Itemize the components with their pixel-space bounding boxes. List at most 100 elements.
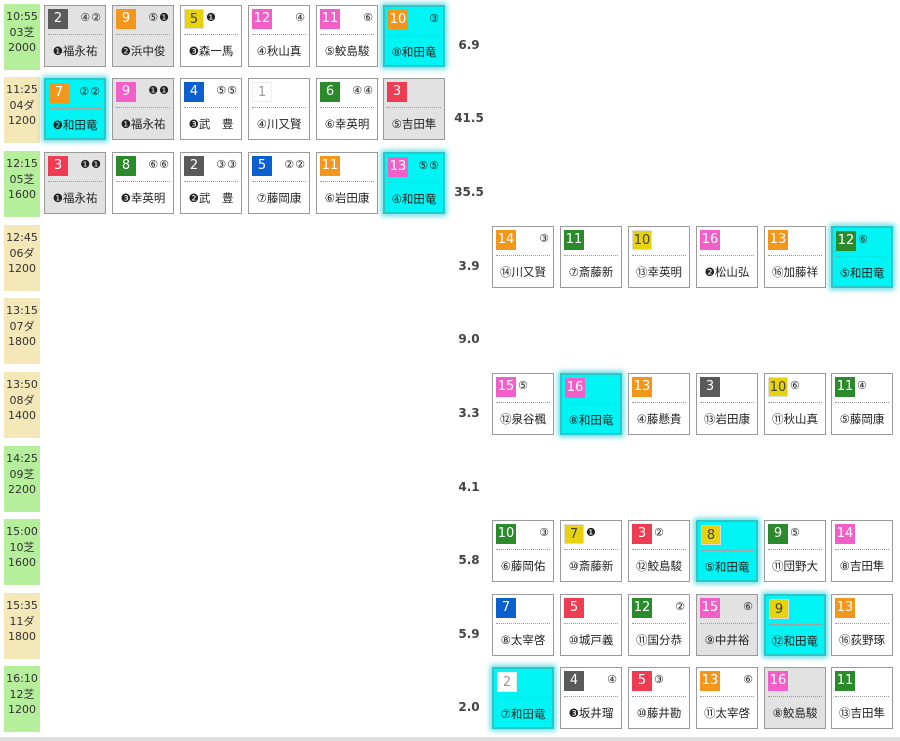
horse-card[interactable]: 10 ③ ⑥藤岡佑	[492, 520, 554, 582]
jockey-name: ④秋山真	[256, 44, 302, 58]
horse-card-header: 10 ③	[496, 524, 550, 544]
horse-card[interactable]: 5 ⑩城戸義	[560, 594, 622, 656]
horse-card[interactable]: 13 ⑯荻野琢	[831, 594, 893, 656]
horse-card[interactable]: 14 ⑧吉田隼	[831, 520, 893, 582]
horse-card[interactable]: 7 ❶ ⑩斎藤新	[560, 520, 622, 582]
race-info[interactable]: 13:15 07ダ 1800	[4, 298, 40, 364]
jockey-name: ⑪秋山真	[772, 412, 818, 426]
horse-card[interactable]: 3 ❶❶ ❶福永祐	[44, 152, 106, 214]
horse-card[interactable]: 12 ⑥ ⑤和田竜	[831, 226, 893, 288]
horse-card-header: 14 ③	[496, 230, 550, 250]
card-divider	[320, 181, 374, 182]
horse-card[interactable]: 2 ④② ❶福永祐	[44, 5, 106, 67]
jockey-name: ⑫鮫島駿	[636, 559, 682, 573]
card-divider	[769, 624, 821, 625]
horse-card[interactable]: 9 ⑤❶ ❷浜中俊	[112, 5, 174, 67]
horse-card-header: 11	[835, 671, 889, 691]
jockey-name: ⑤藤岡康	[839, 412, 885, 426]
horse-card[interactable]: 13 ⑥ ⑪太宰啓	[696, 667, 758, 729]
horse-card[interactable]: 9 ⑫和田竜	[764, 594, 826, 656]
horse-card[interactable]: 5 ②② ⑦藤岡康	[248, 152, 310, 214]
horse-card-header: 7 ②②	[49, 83, 101, 103]
horse-card[interactable]: 2 ⑦和田竜	[492, 667, 554, 729]
race-info[interactable]: 14:25 09芝 2200	[4, 446, 40, 512]
horse-card[interactable]: 6 ④④ ⑥幸英明	[316, 78, 378, 140]
prediction-marks: ②②	[79, 85, 101, 98]
horse-card[interactable]: 3 ② ⑫鮫島駿	[628, 520, 690, 582]
horse-card-header: 1	[252, 82, 306, 102]
horse-card[interactable]: 11 ④ ⑤藤岡康	[831, 373, 893, 435]
race-info[interactable]: 10:55 03芝 2000	[4, 4, 40, 70]
card-divider	[768, 696, 822, 697]
horse-card[interactable]: 16 ⑧鮫島駿	[764, 667, 826, 729]
horse-card[interactable]: 4 ④ ❸坂井瑠	[560, 667, 622, 729]
jockey-name: ❶福永祐	[52, 44, 98, 58]
horse-card[interactable]: 15 ⑥ ⑨中井裕	[696, 594, 758, 656]
horse-number-badge: 11	[835, 377, 855, 397]
horse-number-badge: 7	[496, 598, 516, 618]
horse-card[interactable]: 15 ⑤ ⑫泉谷楓	[492, 373, 554, 435]
horse-card[interactable]: 11 ⑦斎藤新	[560, 226, 622, 288]
horse-card[interactable]: 5 ③ ⑩藤井勘	[628, 667, 690, 729]
horse-card[interactable]: 12 ④ ④秋山真	[248, 5, 310, 67]
horse-card[interactable]: 10 ⑬幸英明	[628, 226, 690, 288]
horse-card[interactable]: 7 ⑧太宰啓	[492, 594, 554, 656]
horse-card[interactable]: 10 ③ ⑧和田竜	[383, 5, 445, 67]
card-divider	[632, 402, 686, 403]
race-info[interactable]: 12:15 05芝 1600	[4, 151, 40, 217]
horse-card-header: 16	[768, 671, 822, 691]
jockey-name: ⑪国分恭	[636, 633, 682, 647]
horse-card[interactable]: 1 ④川又賢	[248, 78, 310, 140]
race-info[interactable]: 12:45 06ダ 1200	[4, 225, 40, 291]
horse-card[interactable]: 13 ⑤⑤ ④和田竜	[383, 152, 445, 214]
horse-card[interactable]: 11 ⑬吉田隼	[831, 667, 893, 729]
race-info[interactable]: 11:25 04ダ 1200	[4, 77, 40, 143]
horse-card[interactable]: 2 ③③ ❷武 豊	[180, 152, 242, 214]
horse-card[interactable]: 9 ⑤ ⑪団野大	[764, 520, 826, 582]
race-info[interactable]: 15:00 10芝 1600	[4, 519, 40, 585]
horse-card[interactable]: 13 ④藤懸貴	[628, 373, 690, 435]
race-time: 12:15	[6, 157, 38, 170]
horse-card[interactable]: 8 ⑤和田竜	[696, 520, 758, 582]
race-time: 15:35	[6, 599, 38, 612]
jockey-name: ⑧鮫島駿	[772, 706, 818, 720]
card-divider	[564, 255, 618, 256]
horse-card[interactable]: 7 ②② ❷和田竜	[44, 78, 106, 140]
horse-number-badge: 10	[632, 230, 652, 250]
race-odds: 5.8	[458, 553, 480, 567]
horse-card[interactable]: 12 ② ⑪国分恭	[628, 594, 690, 656]
jockey-name: ⑫和田竜	[772, 634, 818, 648]
jockey-name: ④和田竜	[391, 192, 437, 206]
race-course: 07ダ	[9, 319, 35, 333]
horse-card[interactable]: 3 ⑬岩田康	[696, 373, 758, 435]
jockey-name: ⑧太宰啓	[500, 633, 546, 647]
horse-card[interactable]: 16 ❷松山弘	[696, 226, 758, 288]
horse-card-header: 14	[835, 524, 889, 544]
horse-card[interactable]: 8 ⑥⑥ ❸幸英明	[112, 152, 174, 214]
race-info[interactable]: 15:35 11ダ 1800	[4, 593, 40, 659]
jockey-name: ⑤吉田隼	[391, 117, 437, 131]
prediction-marks: ②	[675, 600, 686, 613]
race-info[interactable]: 16:10 12芝 1200	[4, 666, 40, 732]
horse-card[interactable]: 9 ❶❶ ❶福永祐	[112, 78, 174, 140]
jockey-name: ⑥幸英明	[324, 117, 370, 131]
horse-card[interactable]: 14 ③ ⑭川又賢	[492, 226, 554, 288]
horse-number-badge: 3	[632, 524, 652, 544]
horse-number-badge: 6	[320, 82, 340, 102]
card-divider	[184, 107, 238, 108]
prediction-marks: ④④	[352, 84, 374, 97]
horse-card[interactable]: 11 ⑥岩田康	[316, 152, 378, 214]
prediction-marks: ③	[429, 12, 440, 25]
horse-card[interactable]: 5 ❶ ❸森一馬	[180, 5, 242, 67]
horse-card[interactable]: 13 ⑯加藤祥	[764, 226, 826, 288]
horse-card[interactable]: 11 ⑥ ⑤鮫島駿	[316, 5, 378, 67]
jockey-name: ❶福永祐	[52, 191, 98, 205]
horse-card[interactable]: 4 ⑤⑤ ❸武 豊	[180, 78, 242, 140]
race-info[interactable]: 13:50 08ダ 1400	[4, 372, 40, 438]
horse-card[interactable]: 3 ⑤吉田隼	[383, 78, 445, 140]
horse-number-badge: 11	[564, 230, 584, 250]
horse-card[interactable]: 16 ⑧和田竜	[560, 373, 622, 435]
horse-card[interactable]: 10 ⑥ ⑪秋山真	[764, 373, 826, 435]
